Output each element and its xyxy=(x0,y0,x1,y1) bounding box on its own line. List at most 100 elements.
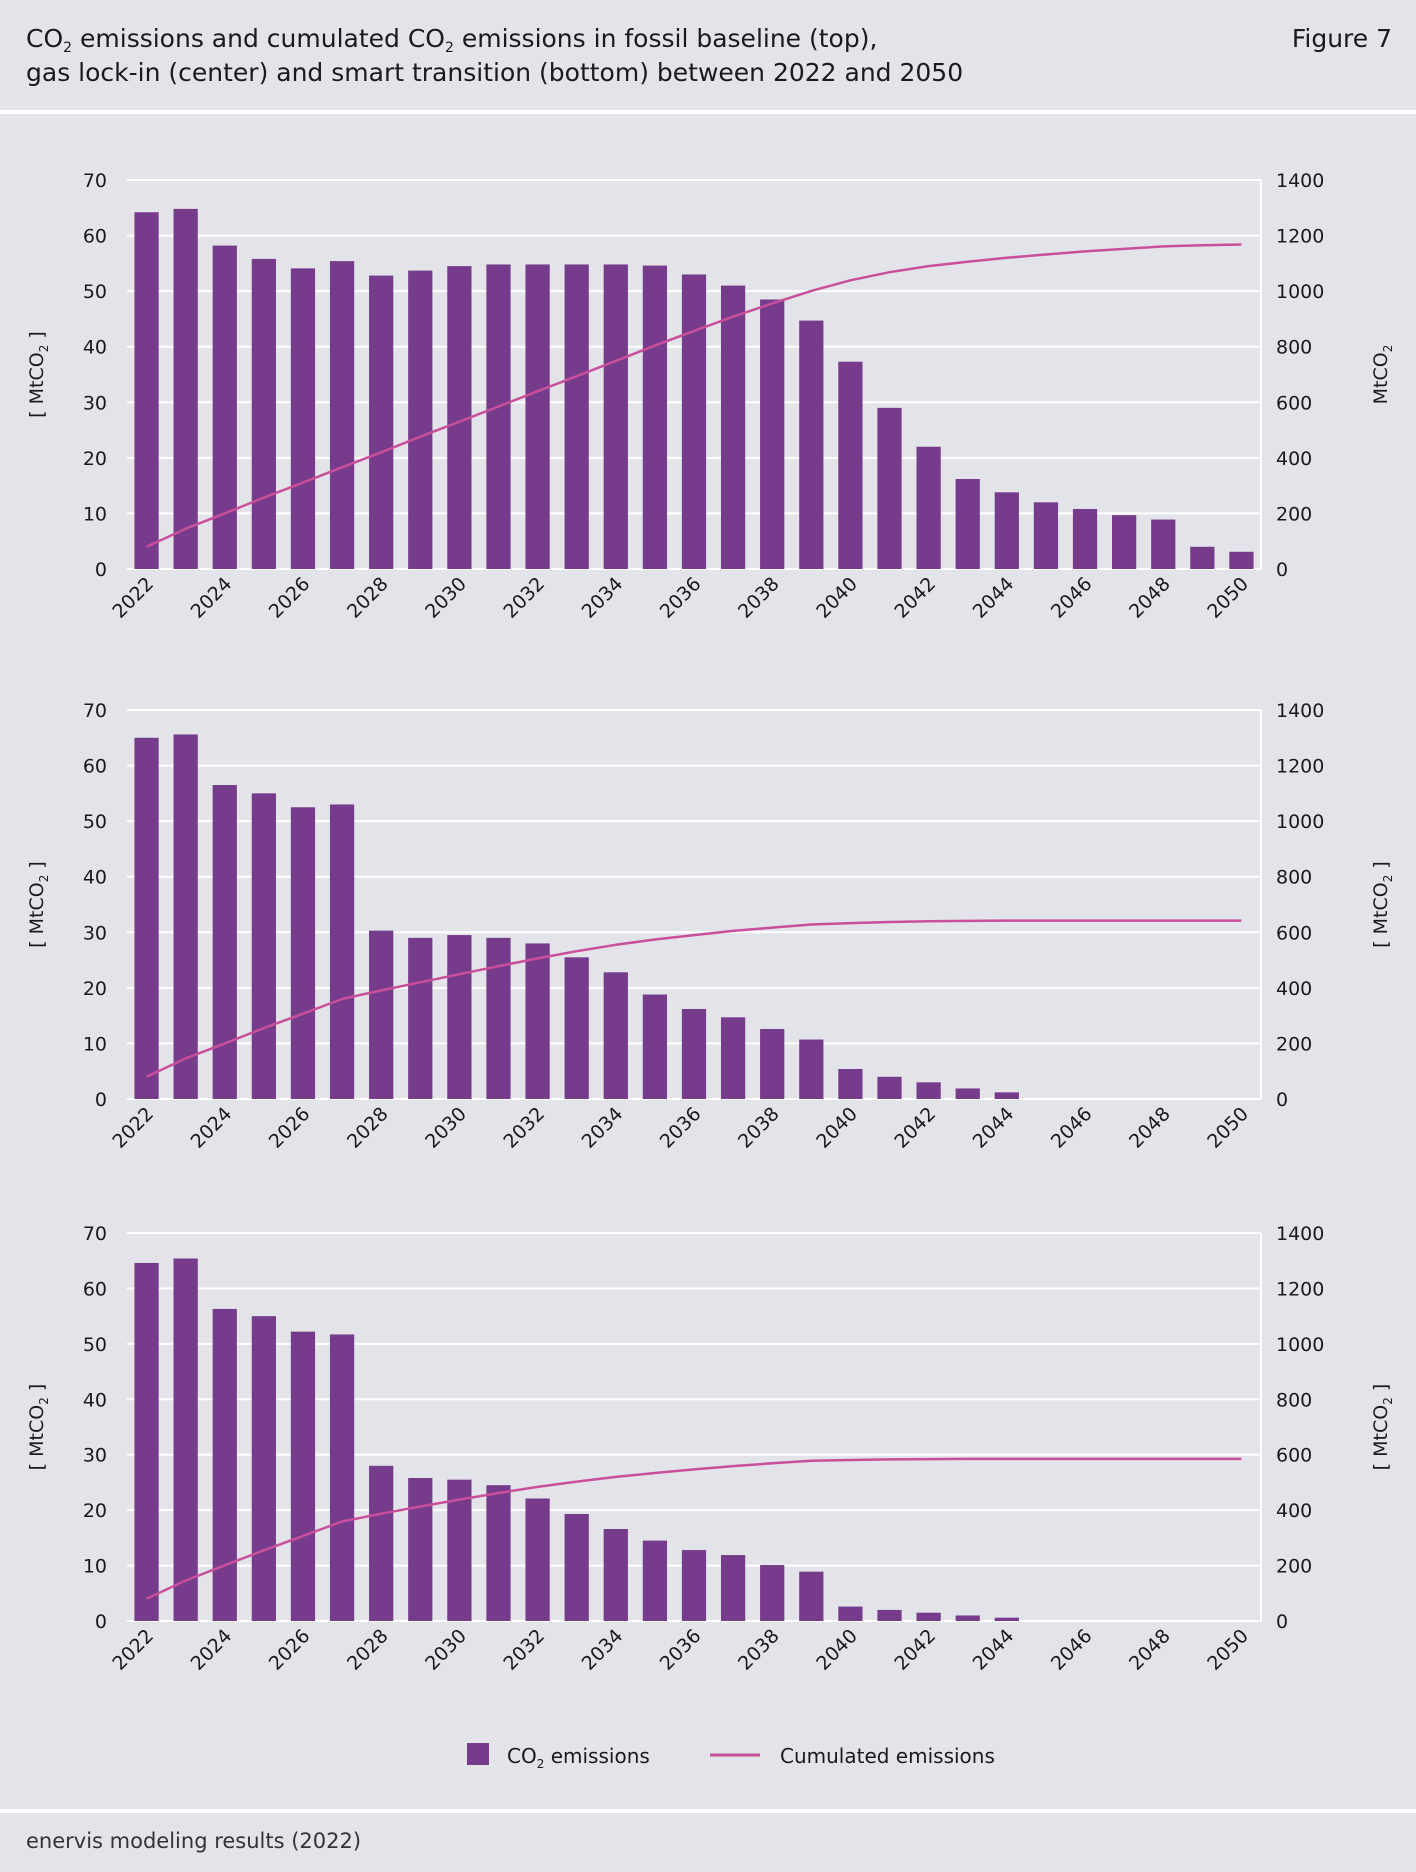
x-tick-label: 2032 xyxy=(499,573,549,623)
y-axis-title-right: [ MtCO2 ] xyxy=(1370,861,1395,948)
chart-panel-1: 0102030405060700200400600800100012001400… xyxy=(26,170,1395,623)
y-axis-title-left: [ MtCO2 ] xyxy=(26,861,51,948)
emission-bar xyxy=(525,943,550,1099)
x-tick-label: 2040 xyxy=(812,1625,862,1675)
emission-bar xyxy=(290,1331,316,1621)
emission-bar xyxy=(642,994,668,1099)
y-tick-label-right: 800 xyxy=(1276,867,1312,889)
y-axis-title-right: [ MtCO2 ] xyxy=(1370,1384,1395,1471)
emission-bar xyxy=(955,1615,980,1621)
y-tick-label-left: 30 xyxy=(83,1445,107,1467)
emission-bar xyxy=(955,478,980,569)
x-tick-label: 2036 xyxy=(656,573,706,623)
x-tick-label: 2030 xyxy=(421,573,471,623)
x-tick-label: 2030 xyxy=(421,1103,471,1153)
emission-bar xyxy=(408,270,433,569)
emission-bar xyxy=(173,1258,198,1621)
emission-bar xyxy=(134,212,159,569)
emission-bar xyxy=(760,299,785,569)
y-tick-label-right: 400 xyxy=(1276,448,1312,470)
emission-bar xyxy=(603,264,628,569)
emission-bar xyxy=(799,1571,824,1621)
emission-bar xyxy=(369,1465,394,1621)
emission-bar xyxy=(564,957,589,1099)
x-tick-label: 2022 xyxy=(108,573,158,623)
y-tick-label-right: 800 xyxy=(1276,1389,1312,1411)
y-tick-label-right: 600 xyxy=(1276,922,1312,944)
emission-bar xyxy=(251,1316,276,1621)
y-tick-label-left: 0 xyxy=(95,559,107,581)
emission-bar xyxy=(134,1262,159,1621)
y-tick-label-left: 20 xyxy=(83,978,107,1000)
emission-bar xyxy=(838,1606,863,1621)
emission-bar xyxy=(720,1017,746,1099)
emission-bar xyxy=(955,1088,980,1099)
emission-bar xyxy=(994,1617,1019,1621)
emission-bar xyxy=(642,1540,668,1621)
y-tick-label-left: 40 xyxy=(83,867,107,889)
emission-bar xyxy=(877,1076,902,1099)
x-tick-label: 2028 xyxy=(343,1625,393,1675)
x-tick-label: 2038 xyxy=(734,1625,784,1675)
y-tick-label-right: 1400 xyxy=(1276,170,1324,192)
emission-bar xyxy=(251,258,276,569)
y-tick-label-right: 800 xyxy=(1276,337,1312,359)
y-tick-label-right: 600 xyxy=(1276,392,1312,414)
x-tick-label: 2034 xyxy=(578,1103,628,1153)
x-tick-label: 2046 xyxy=(1047,573,1097,623)
y-tick-label-left: 70 xyxy=(83,170,107,192)
emission-bar xyxy=(486,937,511,1099)
y-tick-label-left: 30 xyxy=(83,922,107,944)
y-axis-title-left: [ MtCO2 ] xyxy=(26,1384,51,1471)
emission-bar xyxy=(486,264,511,569)
emission-bar xyxy=(251,793,276,1099)
y-tick-label-right: 0 xyxy=(1276,1089,1288,1111)
x-tick-label: 2042 xyxy=(890,1103,940,1153)
emission-bar xyxy=(916,1612,941,1621)
legend-bar-swatch xyxy=(467,1743,489,1765)
y-tick-label-left: 40 xyxy=(83,1389,107,1411)
emission-bar xyxy=(290,807,316,1099)
x-tick-label: 2032 xyxy=(499,1625,549,1675)
x-tick-label: 2038 xyxy=(734,573,784,623)
y-tick-label-left: 70 xyxy=(83,700,107,722)
y-tick-label-right: 1000 xyxy=(1276,281,1324,303)
emission-bar xyxy=(838,361,863,569)
y-axis-title-right: MtCO2 xyxy=(1370,345,1395,405)
y-tick-label-right: 1200 xyxy=(1276,756,1324,778)
y-tick-label-right: 400 xyxy=(1276,1500,1312,1522)
chart-panel-2: 0102030405060700200400600800100012001400… xyxy=(26,700,1395,1153)
emission-bar xyxy=(408,937,433,1099)
y-tick-label-right: 1200 xyxy=(1276,1278,1324,1300)
emission-bar xyxy=(877,1609,902,1621)
x-tick-label: 2036 xyxy=(656,1625,706,1675)
emission-bar xyxy=(681,1550,707,1621)
x-tick-label: 2022 xyxy=(108,1625,158,1675)
y-tick-label-right: 1000 xyxy=(1276,1334,1324,1356)
emission-bar xyxy=(799,320,824,569)
legend-line-label: Cumulated emissions xyxy=(780,1744,995,1768)
y-tick-label-right: 400 xyxy=(1276,978,1312,1000)
emission-bar xyxy=(916,1082,941,1099)
x-tick-label: 2044 xyxy=(969,1625,1019,1675)
emission-bar xyxy=(603,1528,628,1621)
figure-title-line-2: gas lock-in (center) and smart transitio… xyxy=(26,58,964,87)
emission-bar xyxy=(681,274,707,569)
x-tick-label: 2032 xyxy=(499,1103,549,1153)
y-tick-label-left: 0 xyxy=(95,1089,107,1111)
x-tick-label: 2040 xyxy=(812,1103,862,1153)
x-tick-label: 2024 xyxy=(187,1103,237,1153)
emission-bar xyxy=(1033,502,1059,569)
legend: CO2 emissions Cumulated emissions xyxy=(467,1743,995,1771)
emission-bar xyxy=(1112,515,1137,569)
emission-bar xyxy=(134,737,159,1099)
figure-header: CO2 emissions and cumulated CO2 emission… xyxy=(0,0,1416,110)
x-tick-label: 2048 xyxy=(1125,1103,1175,1153)
y-tick-label-left: 50 xyxy=(83,281,107,303)
y-tick-label-left: 40 xyxy=(83,337,107,359)
y-tick-label-right: 1000 xyxy=(1276,811,1324,833)
y-tick-label-right: 0 xyxy=(1276,1611,1288,1633)
emission-bar xyxy=(916,446,941,569)
x-tick-label: 2040 xyxy=(812,573,862,623)
x-tick-label: 2042 xyxy=(890,1625,940,1675)
